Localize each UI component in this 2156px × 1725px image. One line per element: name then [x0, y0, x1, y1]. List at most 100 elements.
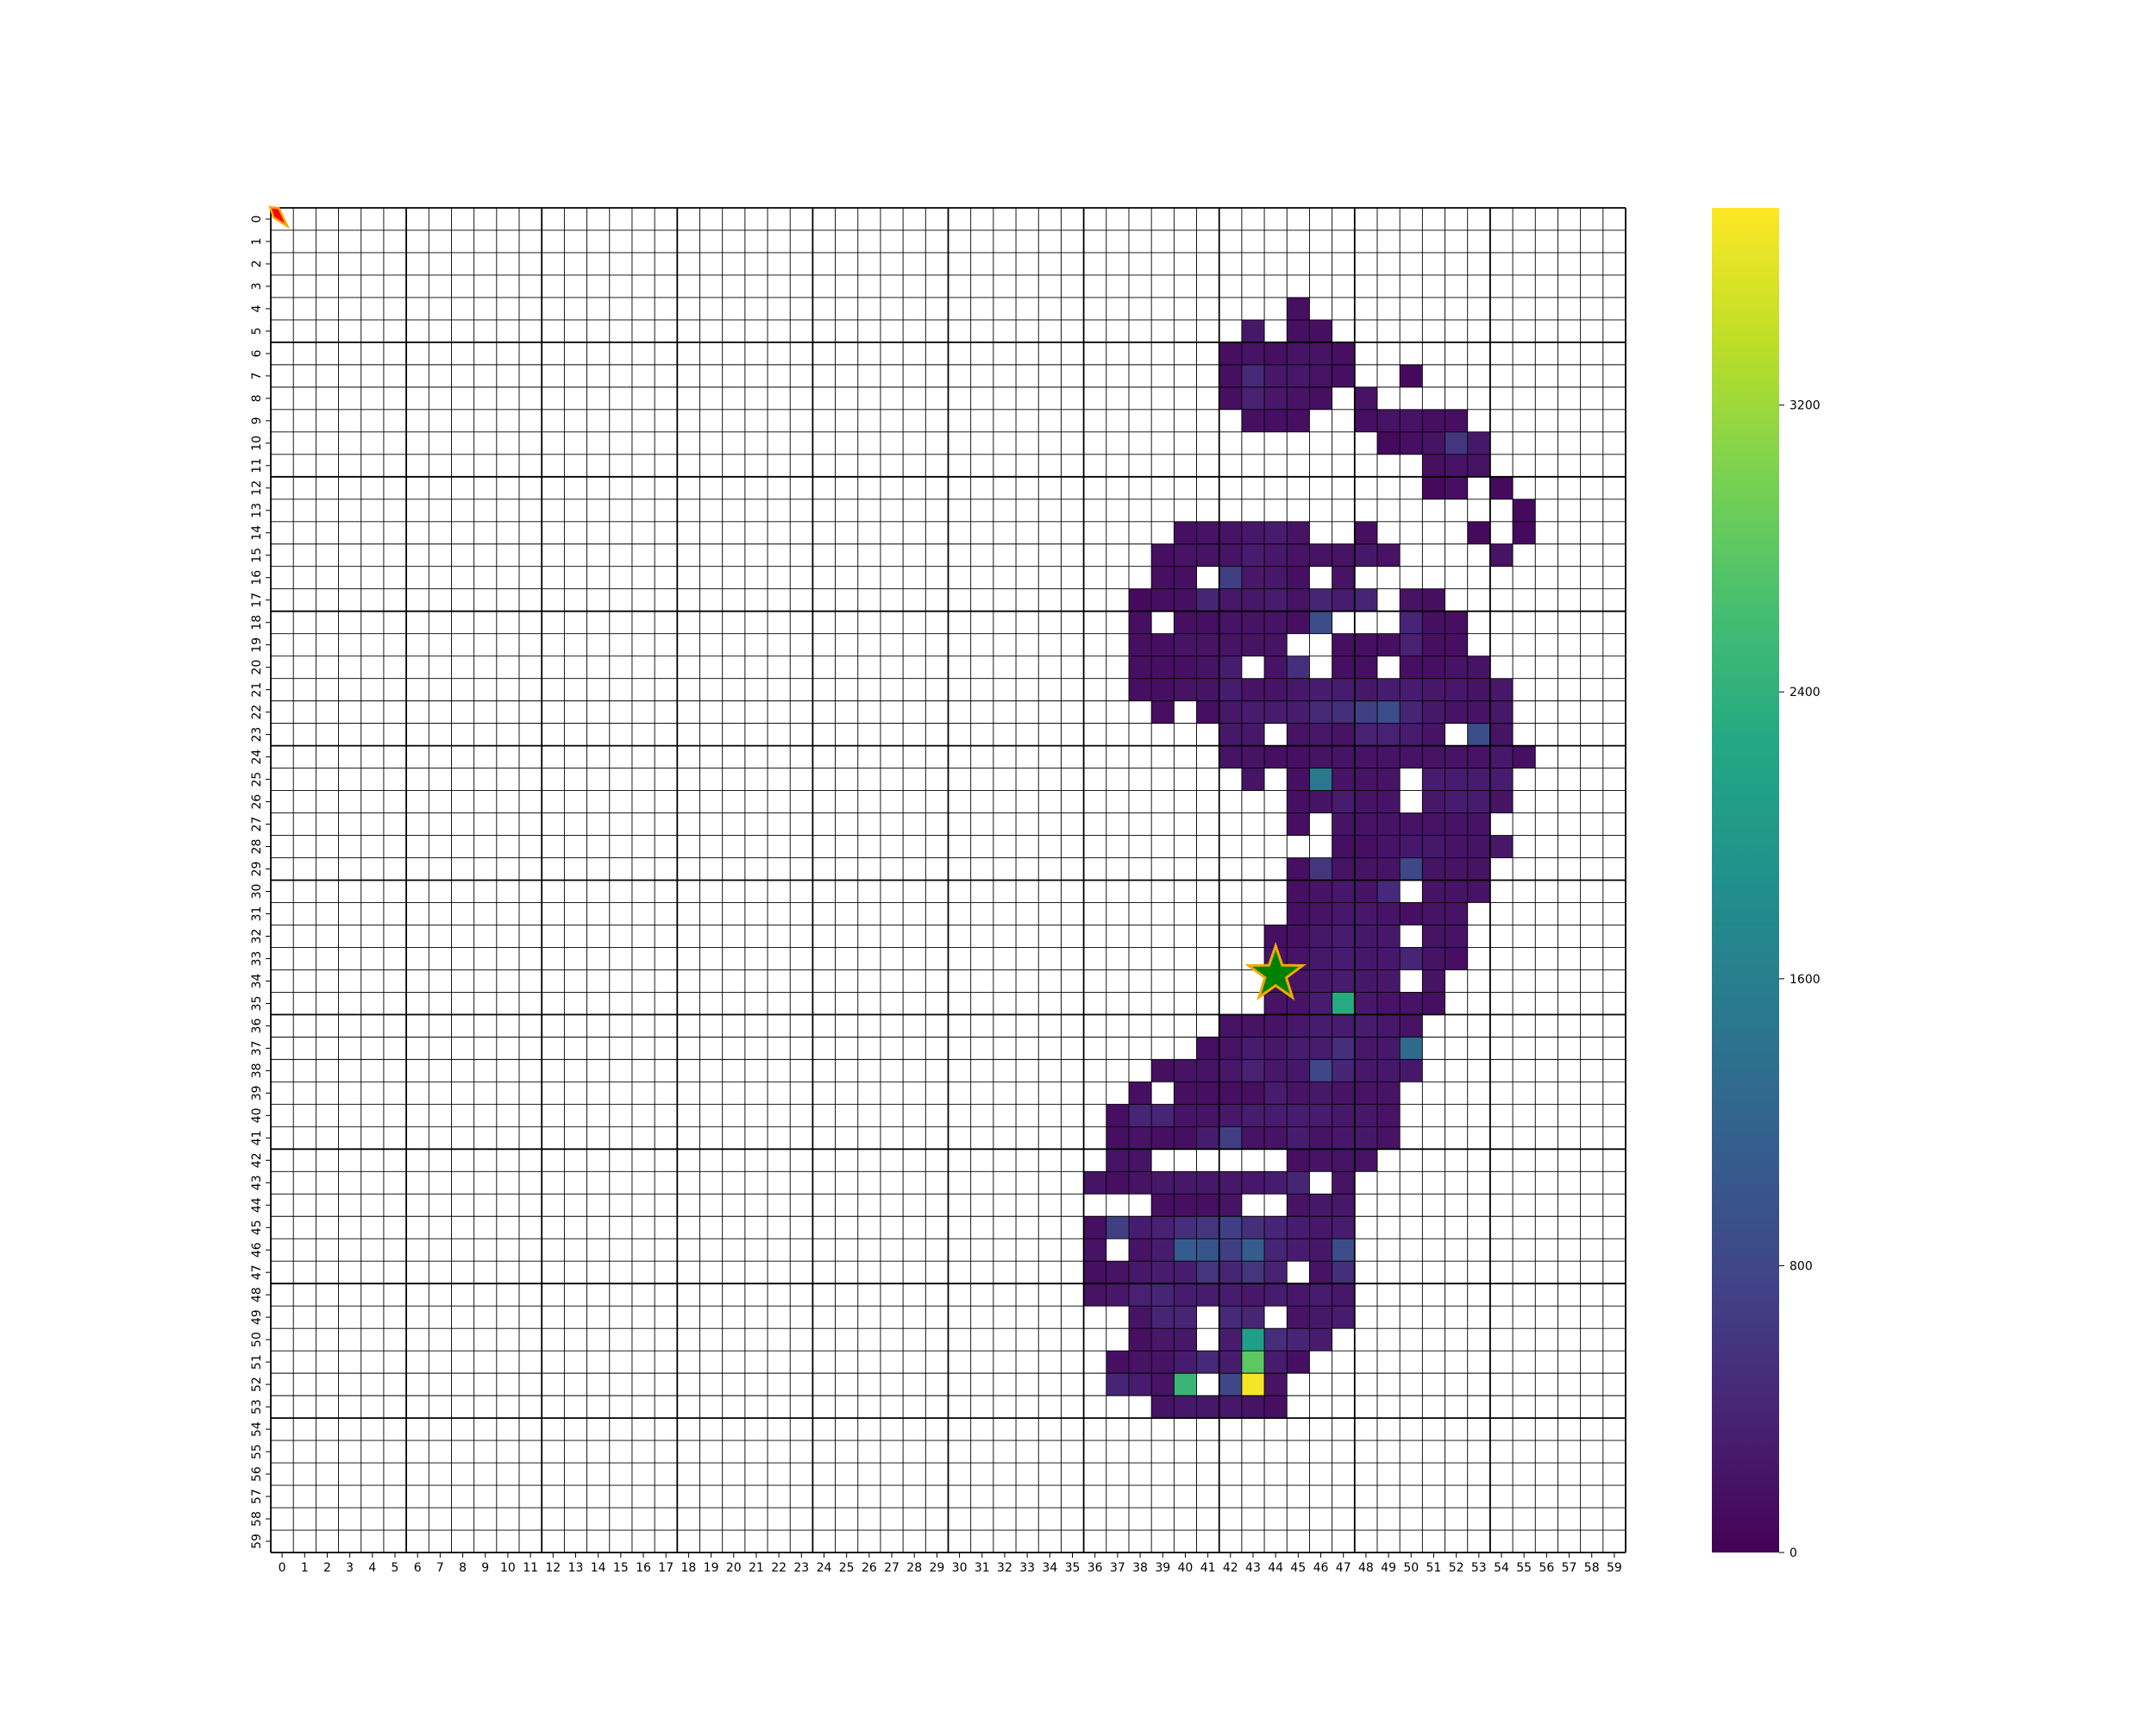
heatmap-cell — [1332, 364, 1355, 387]
heatmap-cell — [1174, 1104, 1197, 1127]
x-tick-label: 1 — [301, 1561, 309, 1575]
heatmap-cell — [1241, 1239, 1265, 1262]
heatmap-cell — [1241, 342, 1265, 365]
colorbar-tick-label: 2400 — [1789, 686, 1821, 699]
y-tick-label: 53 — [250, 1399, 264, 1414]
heatmap-cell — [1332, 566, 1355, 589]
heatmap-cell — [1422, 454, 1445, 477]
heatmap-cell — [1354, 745, 1377, 768]
heatmap-cell — [1128, 1171, 1152, 1195]
heatmap-cell — [1241, 723, 1265, 746]
heatmap-cell — [1196, 700, 1219, 724]
heatmap-cell — [1376, 812, 1401, 836]
colorbar-gradient — [1712, 208, 1779, 1552]
heatmap-cell — [1264, 521, 1288, 544]
heatmap-cell — [1128, 1351, 1152, 1374]
heatmap-cell — [1241, 678, 1265, 701]
heatmap-cell — [1309, 700, 1332, 724]
heatmap-cell — [1128, 633, 1152, 656]
heatmap-cell — [1287, 588, 1310, 612]
x-tick-label: 19 — [704, 1561, 719, 1575]
heatmap-cell — [1309, 1239, 1332, 1262]
colorbar-tick-label: 0 — [1789, 1546, 1797, 1560]
heatmap-cell — [1219, 723, 1242, 746]
heatmap-cell — [1219, 342, 1242, 365]
heatmap-cell — [1354, 812, 1377, 836]
heatmap-cell — [1445, 812, 1468, 836]
heatmap-cell — [1264, 1261, 1288, 1284]
y-tick-label: 44 — [250, 1197, 264, 1213]
x-tick-label: 47 — [1336, 1561, 1351, 1575]
heatmap-cell — [1287, 566, 1310, 589]
heatmap-cell — [1445, 476, 1468, 499]
heatmap-cell — [1400, 723, 1423, 746]
heatmap-cell — [1309, 1037, 1332, 1060]
heatmap-cell — [1376, 947, 1401, 970]
heatmap-cell — [1309, 992, 1332, 1015]
heatmap-cell — [1400, 700, 1423, 724]
heatmap-cell — [1513, 521, 1536, 544]
heatmap-cell — [1219, 611, 1242, 634]
heatmap-cell — [1422, 835, 1445, 858]
heatmap-cell — [1354, 1126, 1377, 1150]
y-tick-label: 41 — [250, 1130, 264, 1145]
heatmap-cell — [1264, 588, 1288, 612]
y-tick-label: 48 — [250, 1287, 264, 1302]
heatmap-cell — [1376, 902, 1401, 925]
y-tick-label: 52 — [250, 1377, 264, 1392]
colorbar-tick-label: 1600 — [1789, 973, 1821, 987]
heatmap-cell — [1376, 678, 1401, 701]
y-tick-label: 24 — [250, 750, 264, 765]
heatmap-cell — [1196, 656, 1219, 679]
heatmap-cell — [1354, 857, 1377, 881]
y-tick-label: 37 — [250, 1040, 264, 1056]
heatmap-cell — [1287, 1082, 1310, 1105]
heatmap-cell — [1489, 678, 1514, 701]
heatmap-cell — [1354, 992, 1377, 1015]
x-tick-label: 45 — [1290, 1561, 1306, 1575]
heatmap-cell — [1445, 835, 1468, 858]
heatmap-cell — [1354, 1059, 1377, 1082]
heatmap-cell — [1219, 1239, 1242, 1262]
heatmap-cell — [1174, 1194, 1197, 1217]
y-tick-label: 28 — [250, 839, 264, 855]
heatmap-cell — [1128, 1104, 1152, 1127]
heatmap-cell — [1309, 768, 1332, 791]
heatmap-cell — [1376, 992, 1401, 1015]
heatmap-grid — [270, 207, 1626, 1553]
heatmap-cell — [1241, 1059, 1265, 1082]
x-tick-label: 51 — [1426, 1561, 1442, 1575]
heatmap-cell — [1174, 1059, 1197, 1082]
x-tick-label: 0 — [279, 1561, 286, 1575]
heatmap-cell — [1400, 745, 1423, 768]
heatmap-cell — [1106, 1351, 1129, 1374]
heatmap-cell — [1264, 364, 1288, 387]
heatmap-cell — [1332, 543, 1355, 567]
heatmap-cell — [1264, 1126, 1288, 1150]
heatmap-cell — [1309, 1283, 1332, 1307]
x-tick-label: 44 — [1268, 1561, 1283, 1575]
x-tick-label: 55 — [1516, 1561, 1532, 1575]
heatmap-cell — [1287, 1283, 1310, 1307]
x-tick-label: 17 — [658, 1561, 674, 1575]
y-tick-label: 34 — [250, 973, 264, 988]
heatmap-cell — [1332, 1082, 1355, 1105]
y-tick-label: 17 — [250, 593, 264, 608]
heatmap-cell — [1287, 1149, 1310, 1172]
heatmap-cell — [1151, 1351, 1175, 1374]
heatmap-cell — [1083, 1171, 1106, 1195]
x-tick-label: 30 — [952, 1561, 968, 1575]
heatmap-cell — [1400, 1059, 1423, 1082]
x-tick-label: 52 — [1449, 1561, 1464, 1575]
heatmap-cell — [1467, 723, 1490, 746]
heatmap-cell — [1332, 1059, 1355, 1082]
heatmap-cell — [1332, 1261, 1355, 1284]
y-tick-label: 32 — [250, 929, 264, 944]
heatmap-cell — [1151, 1373, 1175, 1396]
heatmap-cell — [1376, 431, 1401, 455]
heatmap-cell — [1264, 1037, 1288, 1060]
heatmap-cell — [1332, 1194, 1355, 1217]
heatmap-cell — [1128, 1373, 1152, 1396]
heatmap-cell — [1241, 1014, 1265, 1038]
heatmap-cell — [1309, 947, 1332, 970]
